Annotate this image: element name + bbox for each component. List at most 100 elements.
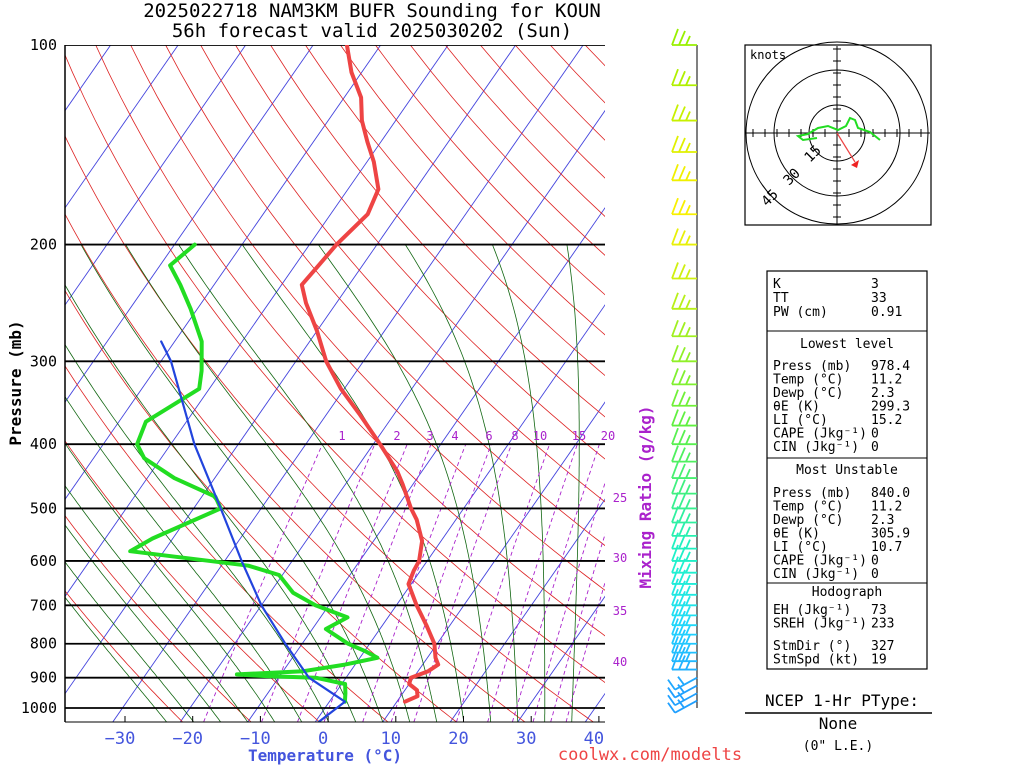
wind-barb <box>671 368 697 386</box>
wind-barb-flag <box>685 585 691 596</box>
mixing-ratio-label: 10 <box>533 429 547 443</box>
wind-barb-flag <box>685 643 691 653</box>
series-dewpoint-line <box>128 242 380 704</box>
y-tick-label: 300 <box>30 352 57 370</box>
isotherm-line <box>65 45 449 598</box>
mixing-ratio-label: 35 <box>613 604 627 618</box>
index-label: Press (mb) <box>773 359 851 374</box>
series-temperature-line <box>299 45 441 704</box>
index-label: CAPE (Jkg⁻¹) <box>773 427 867 442</box>
wind-barb <box>671 427 697 446</box>
wind-barb-flag <box>685 269 691 279</box>
wind-barb-flag <box>685 513 691 523</box>
wind-barb <box>671 409 697 427</box>
wind-barb-flag <box>685 468 691 479</box>
moist-adiabat-line <box>65 561 195 722</box>
wind-barb-flag <box>685 142 691 153</box>
mixing-ratio-axis-label: Mixing Ratio (g/kg) <box>636 405 655 588</box>
wind-barb <box>671 292 697 310</box>
isotherms <box>65 45 605 722</box>
wind-barb <box>671 319 697 338</box>
dry-adiabat-line <box>165 45 605 547</box>
mixing-ratio-label: 20 <box>601 429 615 443</box>
wind-barb-flag <box>685 539 691 550</box>
wind-barb-flag <box>671 197 679 215</box>
wind-barb-flag <box>671 567 679 585</box>
index-value: 299.3 <box>871 400 910 415</box>
isotherm-line <box>65 45 517 695</box>
wind-barb-staff <box>674 692 698 707</box>
ptype-title: NCEP 1-Hr PType: <box>765 691 919 710</box>
index-label: TT <box>773 291 789 306</box>
moist-adiabat-line <box>65 485 249 722</box>
wind-barb-flag <box>677 691 685 701</box>
wind-barb-flag <box>685 551 691 562</box>
wind-barb-flag <box>671 164 679 181</box>
wind-barb <box>671 588 697 607</box>
index-value: 0 <box>871 554 879 569</box>
dry-adiabat-line <box>65 213 526 722</box>
dry-adiabats <box>65 45 605 722</box>
isotherm-line <box>112 45 584 722</box>
wind-barb-flag <box>667 702 676 714</box>
y-tick-label: 600 <box>30 552 57 570</box>
wind-barb-flag <box>678 646 686 662</box>
isotherm-line <box>65 45 247 306</box>
wind-barb-flag <box>671 477 679 494</box>
wind-barb-flag <box>685 499 691 509</box>
index-label: LI (°C) <box>773 540 828 555</box>
index-label: StmSpd (kt) <box>773 653 859 668</box>
wind-barb-flag <box>685 452 691 462</box>
wind-barb-flag <box>685 75 691 86</box>
index-label: Temp (°C) <box>773 373 843 388</box>
index-label: CIN (Jkg⁻¹) <box>773 440 859 455</box>
index-label: SREH (Jkg⁻¹) <box>773 617 867 632</box>
mixing-ratio-label: 3 <box>426 429 433 443</box>
isotherm-line <box>65 45 179 209</box>
wind-barb <box>667 684 698 699</box>
wind-barb-column <box>667 28 698 714</box>
index-label: θE (K) <box>773 400 820 415</box>
dry-adiabat-line <box>65 365 389 722</box>
wind-barb-flag <box>678 638 686 653</box>
wind-barb <box>671 28 697 46</box>
moist-adiabat-line <box>317 244 492 722</box>
mixing-ratio-label: 8 <box>511 429 518 443</box>
y-tick-label: 100 <box>30 36 57 54</box>
wind-barb <box>671 618 697 636</box>
dry-adiabat-line <box>270 45 605 418</box>
index-value: 33 <box>871 291 887 306</box>
moist-adiabat-line <box>125 244 411 722</box>
wind-barb-staff <box>674 684 698 699</box>
wind-barb-flag <box>677 684 685 694</box>
wind-barb-flag <box>685 651 691 662</box>
mixing-ratio-line <box>203 444 323 722</box>
y-tick-label: 200 <box>30 236 57 254</box>
wind-barb-flag <box>671 627 679 645</box>
y-tick-label: 1000 <box>21 699 57 717</box>
index-label: CIN (Jkg⁻¹) <box>773 567 859 582</box>
wind-barb-flag <box>685 170 691 181</box>
y-tick-label: 700 <box>30 596 57 614</box>
mixing-ratio-lines <box>203 444 605 722</box>
dry-adiabat-line <box>409 45 605 256</box>
wind-barb-flag <box>677 676 685 686</box>
plot-area <box>65 45 605 722</box>
wind-barb-flag <box>671 588 679 606</box>
x-tick-label: 40 <box>584 729 604 749</box>
wind-barb-flag <box>685 484 691 495</box>
index-label: EH (Jkg⁻¹) <box>773 603 851 618</box>
dry-adiabat-line <box>340 45 605 336</box>
indices-frame <box>766 270 928 670</box>
wind-barb <box>671 389 697 407</box>
wind-barb-flag <box>667 679 676 691</box>
x-tick-label: 30 <box>516 729 536 749</box>
wind-barb <box>671 608 697 627</box>
index-label: StmDir (°) <box>773 639 851 654</box>
y-tick-label: 800 <box>30 635 57 653</box>
wind-barb-flag <box>678 106 686 121</box>
wind-barb-flag <box>671 28 679 46</box>
index-value: 11.2 <box>871 373 902 388</box>
